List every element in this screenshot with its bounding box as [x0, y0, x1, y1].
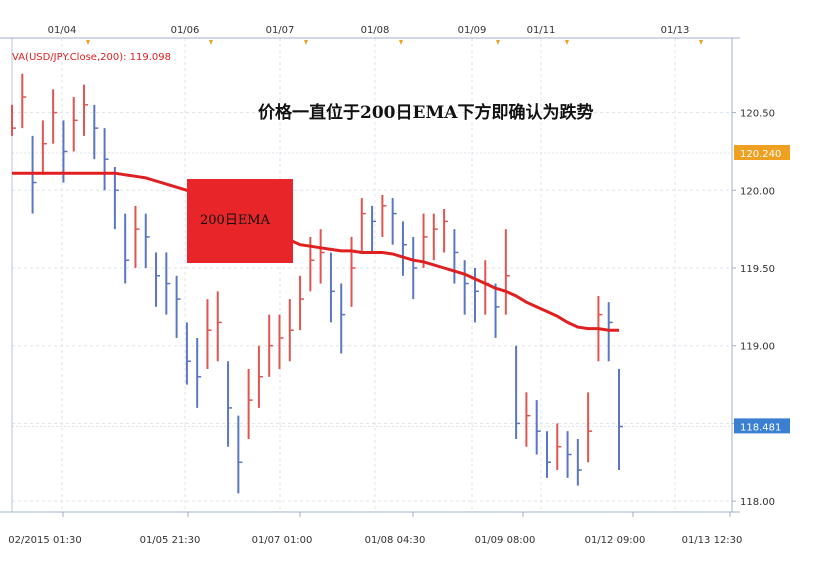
top-marker: [565, 40, 569, 45]
legend: VA(USD/JPY.Close,200): 119.098: [12, 52, 171, 63]
top-tick-label: 01/07: [266, 25, 295, 36]
bottom-tick-label: 01/13 12:30: [682, 535, 743, 546]
top-marker: [209, 40, 213, 45]
top-tick-label: 01/04: [48, 25, 77, 36]
price-tag: [734, 418, 790, 434]
y-tick-label: 120.00: [740, 186, 775, 197]
ema-line: [12, 171, 619, 332]
bottom-tick-label: 01/08 04:30: [365, 535, 426, 546]
bottom-tick-label: 02/2015 01:30: [8, 535, 82, 546]
bottom-tick-label: 01/12 09:00: [585, 535, 646, 546]
price-tag-label: 120.240: [740, 149, 781, 160]
bottom-tick-label: 01/07 01:00: [252, 535, 313, 546]
price-tag-label: 118.481: [740, 422, 781, 433]
top-tick-label: 01/06: [171, 25, 200, 36]
top-marker: [86, 40, 90, 45]
top-tick-label: 01/09: [458, 25, 487, 36]
top-marker: [496, 40, 500, 45]
bottom-tick-label: 01/09 08:00: [475, 535, 536, 546]
top-marker: [399, 40, 403, 45]
top-tick-label: 01/13: [661, 25, 690, 36]
top-tick-label: 01/08: [361, 25, 390, 36]
top-axis-band: [0, 0, 732, 38]
top-marker: [304, 40, 308, 45]
y-tick-label: 119.00: [740, 342, 775, 353]
y-tick-label: 120.50: [740, 109, 775, 120]
box-label: 200日EMA: [200, 213, 271, 228]
y-tick-label: 119.50: [740, 264, 775, 275]
top-tick-label: 01/11: [527, 25, 556, 36]
bottom-tick-label: 01/05 21:30: [140, 535, 201, 546]
price-tag: [734, 145, 790, 161]
y-tick-label: 118.00: [740, 497, 775, 508]
annotation: 价格一直位于200日EMA下方即确认为跌势: [258, 102, 593, 123]
label-box: [187, 179, 293, 263]
top-marker: [699, 40, 703, 45]
